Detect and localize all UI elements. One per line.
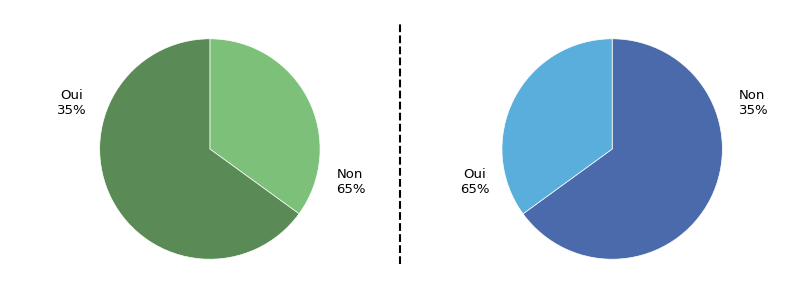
Text: Oui
35%: Oui 35% xyxy=(58,89,87,117)
Wedge shape xyxy=(210,39,320,214)
Text: Non
65%: Non 65% xyxy=(337,168,366,196)
Wedge shape xyxy=(523,39,722,259)
Wedge shape xyxy=(502,39,612,214)
Text: Non
35%: Non 35% xyxy=(739,89,769,117)
Text: Oui
65%: Oui 65% xyxy=(460,168,489,196)
Wedge shape xyxy=(100,39,299,259)
